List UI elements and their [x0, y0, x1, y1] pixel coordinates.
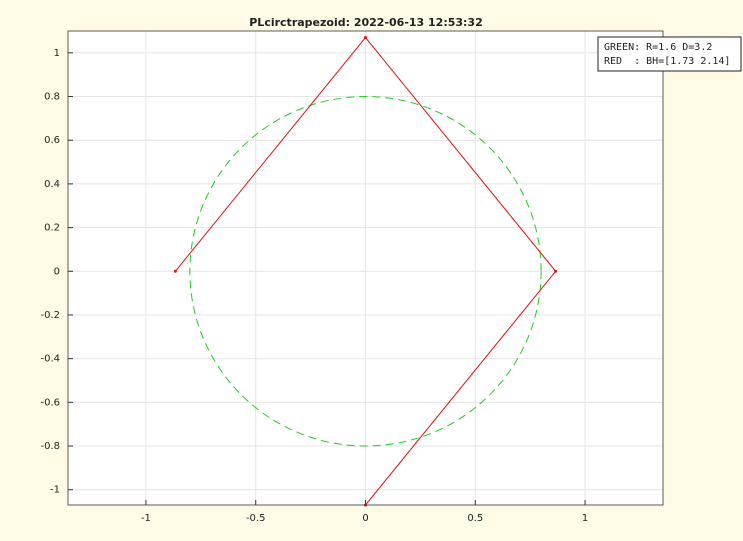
y-tick-label: -1: [50, 485, 60, 496]
point: [364, 36, 367, 40]
y-tick-label: -0.6: [40, 397, 60, 408]
chart-title: PLcirctrapezoid: 2022-06-13 12:53:32: [249, 16, 483, 29]
x-tick-label: 0.5: [467, 513, 483, 524]
point: [554, 269, 558, 273]
circle: [189, 96, 542, 447]
y-tick-label: -0.8: [40, 441, 60, 452]
y-tick-label: 1: [54, 48, 60, 59]
y-tick-label: -0.4: [40, 354, 60, 365]
y-tick-label: -0.2: [40, 310, 60, 321]
y-tick-label: 0: [54, 266, 60, 277]
x-tick-label: 1: [582, 513, 588, 524]
y-tick-label: 0.6: [44, 135, 60, 146]
x-tick-label: -0.5: [246, 513, 266, 524]
legend-entry: GREEN: R=1.6 D=3.2: [604, 42, 712, 53]
y-tick-label: 0.8: [44, 92, 60, 103]
axes-box: [67, 30, 664, 506]
y-tick-label: 0.4: [44, 179, 60, 190]
line: [174, 36, 557, 506]
point: [173, 269, 177, 273]
y-tick-label: 0.2: [44, 223, 60, 234]
legend-box: [597, 36, 742, 72]
x-tick-label: -1: [141, 513, 151, 524]
x-tick-label: 0: [362, 513, 368, 524]
legend-entry: RED : BH=[1.73 2.14]: [604, 56, 730, 67]
